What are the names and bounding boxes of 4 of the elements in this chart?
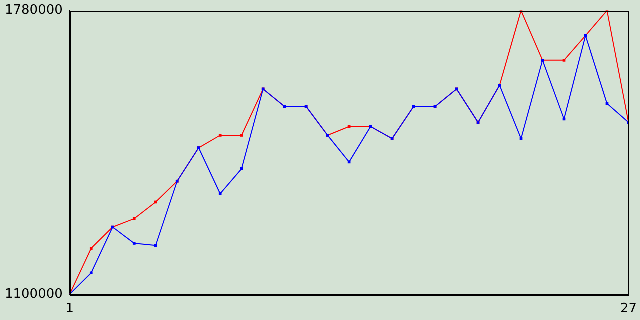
y-tick-label: 1780000: [4, 3, 63, 18]
y-tick-label: 1100000: [4, 286, 63, 302]
x-tick-label: 1: [66, 302, 74, 317]
x-tick-label: 27: [620, 302, 637, 317]
